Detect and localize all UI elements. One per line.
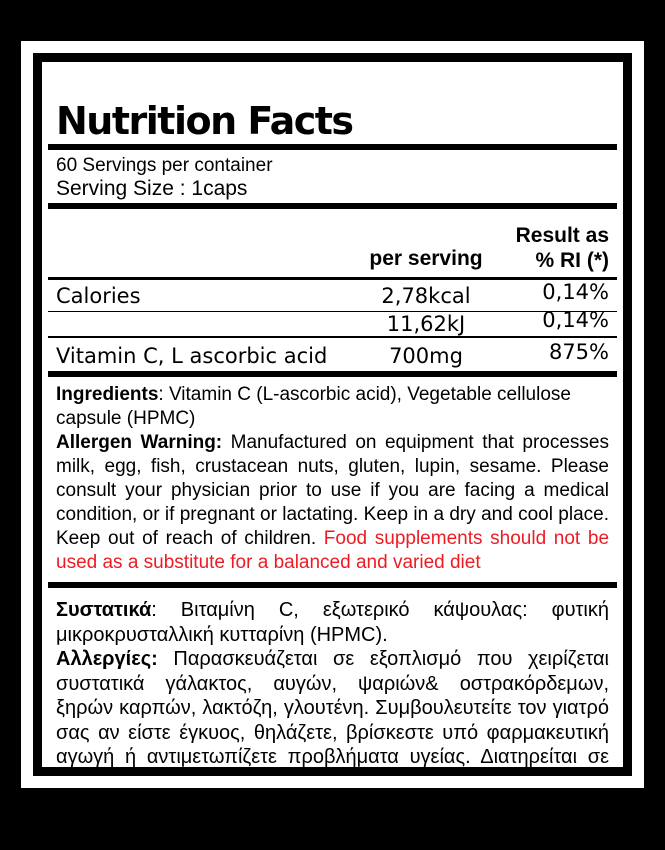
nutrient-name [56, 337, 351, 339]
thick-divider-language [48, 582, 617, 588]
servings-section: 60 Servings per container Serving Size :… [48, 150, 617, 203]
table-row-kilojoules: 11,62kJ 0,14% [48, 308, 617, 339]
greek-section: Συστατικά: Βιταμίνη C, εξωτερικό κάψουλα… [48, 588, 617, 777]
allergen-text: Manufactured on equipment that processes… [56, 432, 609, 549]
servings-per-container: 60 Servings per container [56, 155, 273, 176]
greek-ingredients-text: : Βιταμίνη C, εξωτερικό κάψουλας: φυτική… [56, 599, 609, 646]
header-nutrient-column [56, 271, 351, 273]
greek-ingredients-label: Συστατικά [56, 599, 152, 621]
greek-allergies-label: Αλλεργίες: [56, 648, 158, 670]
ingredients-text: : Vitamin C (L-ascorbic acid), Vegetable… [56, 384, 571, 429]
thick-divider-top [48, 144, 617, 150]
allergen-label: Allergen Warning: [56, 432, 223, 453]
thick-divider-servings [48, 203, 617, 209]
nutrition-label: Nutrition Facts 60 Servings per containe… [21, 41, 644, 788]
amount-per-serving: 2,78kcal [381, 284, 471, 308]
greek-ingredients-paragraph: Συστατικά: Βιταμίνη C, εξωτερικό κάψουλα… [56, 598, 609, 647]
header-per-serving: per serving [369, 247, 483, 270]
amount-per-serving: 700mg [389, 344, 463, 368]
greek-allergies-paragraph: Αλλεργίες: Παρασκευάζεται σε εξοπλισμό π… [56, 647, 609, 777]
serving-size: Serving Size : 1caps [56, 177, 248, 200]
allergen-paragraph: Allergen Warning: Manufactured on equipm… [56, 431, 609, 575]
greek-warning-red-text: Το προϊόν δεν υποκαθιστά την ισορροπημέν… [56, 771, 609, 777]
ingredients-label: Ingredients [56, 384, 159, 405]
table-row-calories: Calories 2,78kcal 0,14% [48, 280, 617, 312]
nutrient-name: Calories [56, 284, 141, 308]
facts-table: per serving Result as % RI (*) Calories … [48, 223, 617, 371]
allergen-warning-red-text: Food supplements should not be used as a… [56, 528, 610, 573]
facts-header-row: per serving Result as % RI (*) [48, 223, 617, 280]
label-content: Nutrition Facts 60 Servings per containe… [42, 62, 623, 767]
nutrient-name: Vitamin C, L ascorbic acid [56, 344, 328, 368]
label-frame: Nutrition Facts 60 Servings per containe… [33, 53, 632, 776]
percent-ri: 0,14% [542, 280, 609, 304]
greek-allergies-text: Παρασκευάζεται σε εξοπλισμό που χειρίζετ… [56, 648, 609, 768]
label-title: Nutrition Facts [56, 99, 354, 143]
header-result-ri: Result as % RI (*) [515, 224, 609, 272]
percent-ri: 875% [548, 340, 609, 364]
thick-divider-table-bottom [48, 371, 617, 377]
percent-ri: 0,14% [542, 308, 609, 332]
ingredients-paragraph: Ingredients: Vitamin C (L-ascorbic acid)… [56, 383, 609, 431]
english-section: Ingredients: Vitamin C (L-ascorbic acid)… [48, 377, 617, 582]
amount-per-serving: 11,62kJ [386, 312, 466, 336]
table-row-vitamin-c: Vitamin C, L ascorbic acid 700mg 875% [48, 338, 617, 371]
